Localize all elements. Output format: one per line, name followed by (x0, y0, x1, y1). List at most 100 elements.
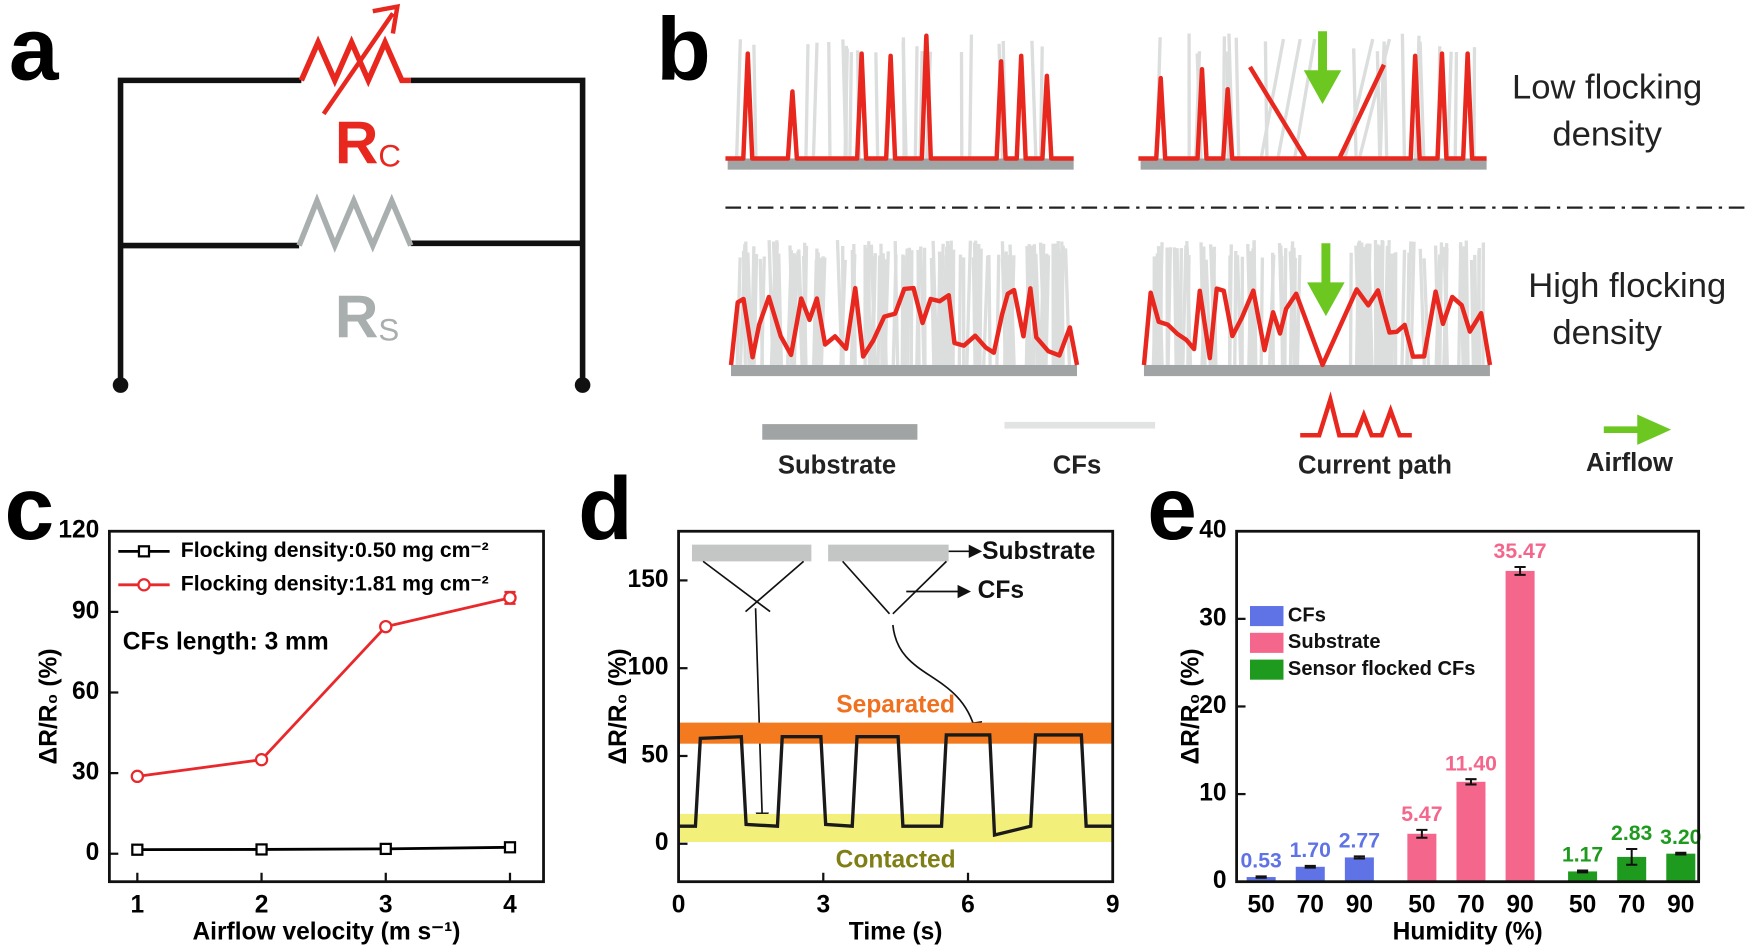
panel-label: a (9, 0, 60, 98)
inset-labels: Substrate CFs (978, 538, 1096, 604)
fiber (876, 255, 882, 365)
fiber (752, 44, 758, 159)
legend-label: Flocking density:0.50 mg cm⁻² (181, 539, 489, 562)
fiber (940, 255, 948, 366)
panel-label: e (1147, 458, 1197, 558)
resistor-label: RS (335, 282, 399, 350)
current-path (1138, 51, 1487, 161)
x-tick-label: 90 (1506, 892, 1533, 919)
panel-label: b (656, 0, 711, 98)
value-label: 11.40 (1445, 752, 1497, 775)
error-bar (1416, 828, 1428, 839)
fiber (734, 39, 743, 159)
plot-frame (677, 529, 1115, 884)
current-path (728, 285, 1080, 366)
bar (1246, 877, 1276, 882)
fiber (909, 250, 914, 365)
fiber (1279, 245, 1287, 366)
bar (1666, 853, 1696, 882)
fiber (1233, 251, 1238, 365)
fiber (1006, 257, 1012, 365)
fiber (1030, 40, 1038, 159)
fiber (1444, 243, 1449, 365)
fiber (883, 251, 890, 366)
fiber (1469, 259, 1476, 365)
fiber (811, 42, 819, 159)
flocking-schematic (725, 31, 1493, 377)
fiber (827, 41, 832, 159)
marker (254, 752, 269, 767)
plot-frame (1235, 529, 1701, 884)
x-tick-label: 3 (379, 892, 393, 919)
fiber (819, 257, 827, 366)
fiber (1357, 38, 1392, 159)
subscript: S (378, 313, 399, 348)
x-tick-label: 4 (503, 892, 517, 919)
value-label: 1.17 (1562, 844, 1603, 867)
fiber (1367, 259, 1374, 365)
bar (1505, 570, 1535, 882)
legend-current (1300, 391, 1412, 438)
resistor-c (298, 35, 411, 88)
panel-label: d (578, 458, 633, 558)
fiber (978, 248, 983, 365)
substrate (1143, 364, 1490, 377)
value-label: 2.77 (1339, 829, 1380, 852)
line (137, 845, 510, 852)
fiber (1292, 247, 1298, 365)
fiber (1052, 241, 1060, 366)
fiber (971, 257, 977, 365)
legend-label: Substrate (1288, 631, 1381, 653)
row-labels: Low flocking density High flocking densi… (1512, 68, 1726, 352)
marker (130, 769, 145, 784)
fiber (1267, 254, 1276, 366)
legend-label: CFs (1288, 604, 1326, 626)
x-tick-label: 0 (672, 892, 686, 919)
fiber (965, 240, 973, 365)
y-tick-label: 30 (1199, 604, 1226, 631)
fiber (848, 52, 854, 159)
resistor-s (296, 193, 414, 253)
fiber (1208, 244, 1217, 366)
value-label: 35.47 (1494, 540, 1547, 563)
inset-label: Substrate (982, 538, 1095, 565)
bar (1407, 833, 1437, 882)
symbol: R (335, 108, 379, 176)
band (678, 813, 1113, 843)
fiber (1247, 251, 1253, 365)
annotation: CFs length: 3 mm (123, 628, 329, 655)
value-label: 3.20 (1660, 826, 1701, 849)
marker (379, 842, 392, 856)
subscript: C (378, 139, 401, 174)
panel-label: c (4, 458, 54, 558)
terminal (112, 377, 129, 393)
x-tick-label: 50 (1248, 892, 1275, 919)
fiber (905, 247, 912, 365)
fiber (1418, 41, 1426, 159)
x-tick-label: 70 (1618, 892, 1645, 919)
legend-swatch (1249, 659, 1284, 680)
x-tick-label: 90 (1346, 892, 1373, 919)
y-tick-label: 0 (86, 839, 100, 866)
fiber (804, 44, 810, 159)
y-tick-label: 50 (641, 741, 668, 768)
y-axis-label: ΔR/R₀ (%) (605, 648, 632, 764)
substrate (731, 364, 1078, 377)
inset-schematic (691, 544, 977, 820)
error-bar (1626, 848, 1638, 866)
x-tick-label: 2 (255, 892, 269, 919)
fiber (1400, 249, 1407, 365)
error-bar (1353, 855, 1365, 860)
y-tick-label: 60 (72, 678, 99, 705)
band-label: Contacted (836, 846, 956, 873)
marker (255, 843, 268, 856)
error-bar (1514, 565, 1526, 576)
y-tick-label: 150 (628, 566, 669, 593)
current-path (1141, 286, 1493, 368)
plot-frame (107, 529, 545, 884)
fiber (1400, 33, 1407, 159)
fiber (811, 259, 819, 365)
legend-substrate (762, 424, 918, 440)
error-bar (1675, 851, 1687, 856)
y-tick-label: 20 (1199, 692, 1226, 719)
